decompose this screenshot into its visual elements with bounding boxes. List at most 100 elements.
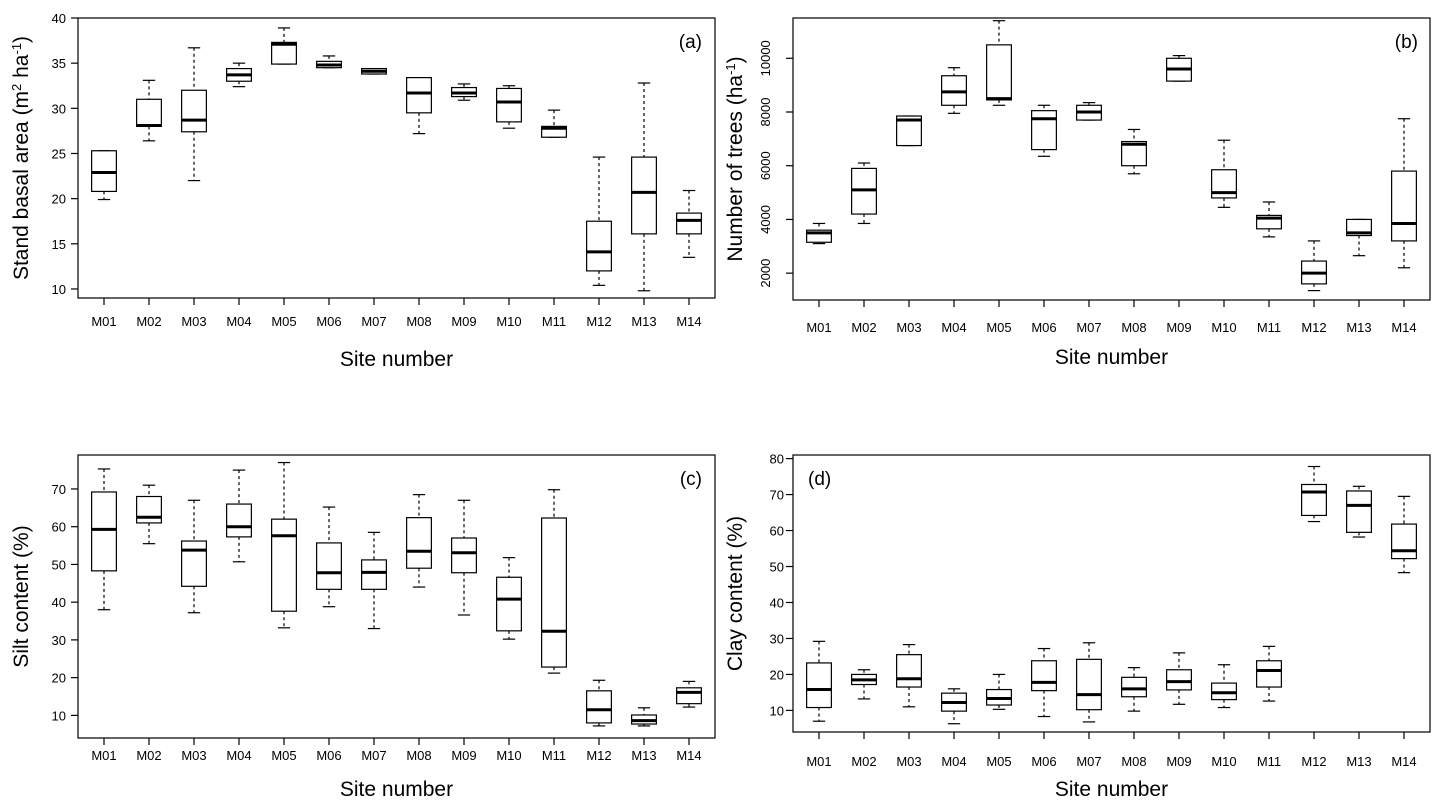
iqr-box [1031, 110, 1057, 151]
y-tick-label: 30 [52, 101, 66, 116]
y-axis-title-part: Stand basal area (m [10, 91, 33, 280]
x-tick-label: M11 [542, 314, 566, 329]
iqr-box [541, 125, 567, 138]
y-tick-label: 10 [52, 708, 66, 723]
box-M08 [1121, 667, 1147, 712]
box-M03 [896, 115, 922, 147]
iqr-box [1121, 676, 1147, 698]
box-M14 [1391, 495, 1417, 574]
iqr-box [136, 98, 162, 127]
box-M04 [941, 67, 967, 114]
box-M14 [676, 680, 702, 708]
panel-a: 10 15 20 25 30 35 40 M01 M02 M03 M04 M05 M06 M07 M08 M0… [9, 11, 716, 371]
box-M06 [1031, 104, 1057, 157]
y-axis-title-part: ) [10, 36, 33, 43]
x-tick-label: M02 [136, 748, 161, 763]
box-M06 [1031, 647, 1057, 718]
box-M10 [1211, 664, 1237, 709]
y-tick-label: 30 [770, 631, 784, 646]
x-tick-label: M14 [1391, 320, 1416, 335]
box-M02 [136, 79, 162, 142]
iqr-box [541, 517, 567, 668]
x-tick-label: M01 [806, 754, 831, 769]
box-M07 [1076, 101, 1102, 121]
x-tick-label: M10 [496, 748, 521, 763]
box-M05 [271, 27, 297, 65]
iqr-box [406, 517, 432, 569]
iqr-box [1031, 660, 1057, 692]
box-M03 [181, 499, 207, 614]
iqr-box [91, 491, 117, 572]
box-M06 [316, 506, 342, 608]
x-tick-label: M07 [361, 314, 386, 329]
box-M11 [541, 489, 567, 674]
box-M07 [1076, 642, 1102, 723]
iqr-box [806, 662, 832, 709]
box-M10 [1211, 139, 1237, 208]
iqr-box [1166, 669, 1192, 691]
iqr-box [1391, 523, 1417, 560]
box-M12 [586, 679, 612, 727]
x-axis-title: Site number [1055, 778, 1168, 799]
box-M02 [851, 162, 877, 225]
x-tick-label: M13 [1346, 320, 1371, 335]
box-M14 [1391, 118, 1417, 269]
plot-frame [792, 17, 1431, 301]
panel-label: (d) [808, 469, 831, 490]
box-M11 [1256, 201, 1282, 238]
box-M03 [181, 47, 207, 182]
box-M08 [1121, 128, 1147, 175]
x-tick-label: M09 [1166, 320, 1191, 335]
x-tick-label: M09 [451, 748, 476, 763]
iqr-box [896, 654, 922, 688]
y-tick-label: 50 [770, 560, 784, 575]
y-tick-label: 40 [52, 11, 66, 26]
y-tick-label: 35 [52, 56, 66, 71]
y-axis-title-part: Clay content (%) [724, 516, 747, 671]
y-tick-label: 6000 [758, 151, 773, 180]
plot-frame [77, 454, 716, 739]
y-tick-label: 50 [52, 557, 66, 572]
x-tick-label: M11 [542, 748, 566, 763]
x-tick-label: M07 [361, 748, 386, 763]
y-tick-label: 20 [770, 667, 784, 682]
iqr-box [181, 540, 207, 587]
iqr-box [631, 156, 657, 235]
iqr-box [496, 87, 522, 123]
y-tick-label: 4000 [758, 205, 773, 234]
x-tick-label: M05 [986, 754, 1011, 769]
x-axis-title: Site number [340, 778, 453, 799]
y-tick-label: 80 [770, 452, 784, 467]
y-tick-label: 70 [52, 482, 66, 497]
x-tick-label: M08 [1121, 320, 1146, 335]
y-tick-label: 10 [52, 282, 66, 297]
iqr-box [586, 690, 612, 724]
x-tick-label: M04 [226, 314, 251, 329]
x-tick-label: M09 [451, 314, 476, 329]
y-axis-title-part: ) [724, 56, 747, 63]
y-tick-label: 25 [52, 146, 66, 161]
x-tick-label: M03 [896, 320, 921, 335]
box-M05 [986, 20, 1012, 106]
y-axis-title-part: ha [10, 54, 33, 84]
y-tick-label: 8000 [758, 98, 773, 127]
iqr-box [316, 542, 342, 590]
box-M09 [451, 499, 477, 616]
y-tick-label: 10 [770, 703, 784, 718]
iqr-box [1391, 170, 1417, 242]
y-tick-label: 15 [52, 237, 66, 252]
x-tick-label: M12 [586, 314, 611, 329]
y-tick-label: 40 [770, 595, 784, 610]
x-tick-label: M01 [91, 314, 116, 329]
x-tick-label: M05 [986, 320, 1011, 335]
iqr-box [271, 518, 297, 612]
box-M09 [1166, 652, 1192, 705]
y-tick-label: 2000 [758, 259, 773, 288]
y-axis-title-part: Silt content (%) [10, 525, 33, 667]
x-tick-label: M10 [1211, 320, 1236, 335]
x-tick-label: M14 [1391, 754, 1416, 769]
x-tick-label: M14 [676, 314, 701, 329]
box-M13 [631, 707, 657, 727]
x-tick-label: M13 [631, 748, 656, 763]
